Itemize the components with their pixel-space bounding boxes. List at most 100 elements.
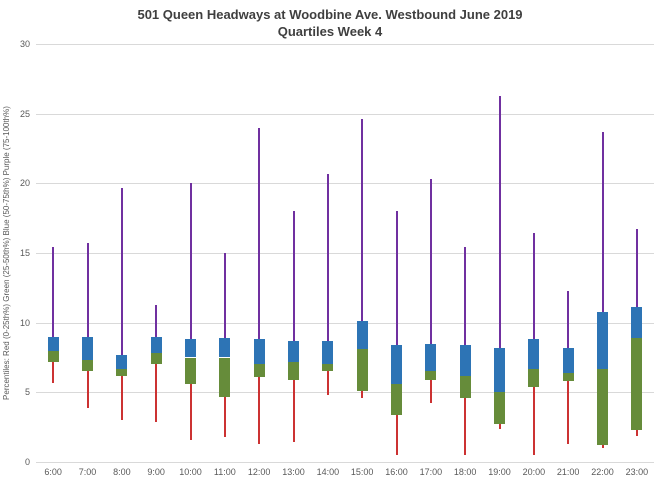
plot-area: 0 5 10 15 20 25 30 6:00 7:00 8:00 9:00 10:00 11:00 12…: [20, 39, 654, 477]
y-tick-label: 10: [19, 317, 30, 328]
whisker-purple-75-100: [498, 95, 501, 348]
whisker-red-0-25: [189, 383, 192, 440]
y-axis-label: Percentiles: Red (0-25th%) Green (25-50t…: [2, 106, 11, 400]
gridline: [36, 113, 654, 115]
gridline: [36, 392, 654, 394]
whisker-purple-75-100: [395, 211, 398, 345]
box-green-25-50: [116, 368, 128, 376]
whisker-purple-75-100: [635, 229, 638, 308]
whisker-red-0-25: [464, 397, 467, 456]
whisker-purple-75-100: [292, 211, 295, 341]
gridline: [36, 183, 654, 185]
box-blue-50-75: [116, 354, 128, 369]
gridline: [36, 462, 654, 463]
box-blue-50-75: [631, 307, 643, 338]
box-green-25-50: [82, 360, 93, 372]
box-blue-50-75: [219, 337, 231, 358]
whisker-purple-75-100: [464, 247, 467, 345]
whisker-red-0-25: [567, 381, 570, 444]
gridline: [36, 44, 654, 45]
whisker-purple-75-100: [532, 233, 535, 340]
whisker-red-0-25: [223, 396, 226, 437]
box-blue-50-75: [391, 344, 402, 384]
box-green-25-50: [425, 371, 437, 380]
box-green-25-50: [597, 368, 608, 446]
box-blue-50-75: [150, 336, 162, 354]
y-tick-label: 0: [24, 457, 30, 467]
gridline: [36, 253, 654, 254]
x-tick-label: 16:00: [385, 467, 408, 477]
box-green-25-50: [253, 364, 265, 377]
box-blue-50-75: [528, 339, 540, 369]
x-tick-label: 9:00: [147, 467, 165, 477]
box-blue-50-75: [459, 344, 471, 376]
box-blue-50-75: [288, 340, 299, 362]
whisker-purple-75-100: [189, 183, 192, 340]
whisker-purple-75-100: [52, 247, 55, 337]
box-blue-50-75: [425, 343, 437, 372]
whisker-red-0-25: [120, 375, 123, 421]
box-green-25-50: [631, 337, 643, 430]
x-tick-label: 8:00: [113, 467, 131, 477]
box-green-25-50: [322, 364, 334, 372]
box-green-25-50: [494, 392, 505, 425]
whisker-purple-75-100: [567, 290, 570, 348]
whisker-red-0-25: [395, 414, 398, 456]
box-green-25-50: [288, 361, 299, 380]
box-green-25-50: [528, 368, 540, 387]
y-tick-label: 5: [24, 387, 30, 398]
whisker-red-0-25: [52, 361, 55, 383]
x-tick-label: 19:00: [488, 467, 511, 477]
x-tick-label: 20:00: [522, 467, 546, 477]
box-blue-50-75: [185, 339, 196, 358]
box-green-25-50: [185, 357, 196, 384]
whisker-red-0-25: [498, 424, 501, 429]
x-tick-label: 12:00: [247, 467, 271, 477]
whisker-purple-75-100: [361, 119, 364, 322]
box-green-25-50: [562, 372, 574, 382]
box-green-25-50: [47, 350, 59, 362]
whisker-red-0-25: [258, 377, 261, 444]
box-blue-50-75: [47, 336, 59, 351]
box-green-25-50: [391, 383, 402, 415]
y-tick-label: 25: [19, 108, 30, 119]
whisker-red-0-25: [429, 379, 432, 404]
x-tick-label: 13:00: [282, 467, 305, 477]
box-green-25-50: [459, 375, 471, 398]
x-tick-label: 10:00: [179, 467, 202, 477]
y-tick-label: 15: [19, 248, 30, 258]
whisker-purple-75-100: [429, 179, 432, 344]
whisker-purple-75-100: [258, 127, 261, 340]
box-green-25-50: [356, 349, 368, 391]
whisker-red-0-25: [155, 364, 158, 422]
box-blue-50-75: [597, 311, 608, 369]
x-tick-label: 23:00: [625, 467, 649, 477]
chart-subtitle: Quartiles Week 4: [277, 24, 383, 39]
x-tick-label: 11:00: [213, 467, 236, 477]
whisker-purple-75-100: [120, 187, 123, 355]
whisker-red-0-25: [326, 371, 329, 396]
y-tick-label: 30: [19, 39, 30, 49]
whisker-purple-75-100: [601, 131, 604, 312]
x-tick-label: 6:00: [44, 467, 62, 477]
box-blue-50-75: [322, 340, 334, 365]
box-blue-50-75: [253, 339, 265, 365]
box-blue-50-75: [82, 336, 93, 361]
whisker-red-0-25: [86, 371, 89, 408]
whisker-purple-75-100: [326, 173, 329, 341]
whisker-purple-75-100: [155, 304, 158, 337]
whisker-red-0-25: [292, 379, 295, 443]
whisker-purple-75-100: [86, 243, 89, 337]
x-tick-label: 14:00: [316, 467, 340, 477]
box-blue-50-75: [356, 321, 368, 350]
box-green-25-50: [150, 353, 162, 365]
x-tick-label: 22:00: [591, 467, 614, 477]
y-tick-label: 20: [19, 178, 30, 189]
x-tick-label: 18:00: [453, 467, 477, 477]
x-tick-label: 21:00: [556, 467, 580, 477]
gridline: [36, 322, 654, 324]
whisker-red-0-25: [532, 386, 535, 456]
x-tick-label: 17:00: [419, 467, 443, 477]
x-tick-label: 15:00: [350, 467, 374, 477]
